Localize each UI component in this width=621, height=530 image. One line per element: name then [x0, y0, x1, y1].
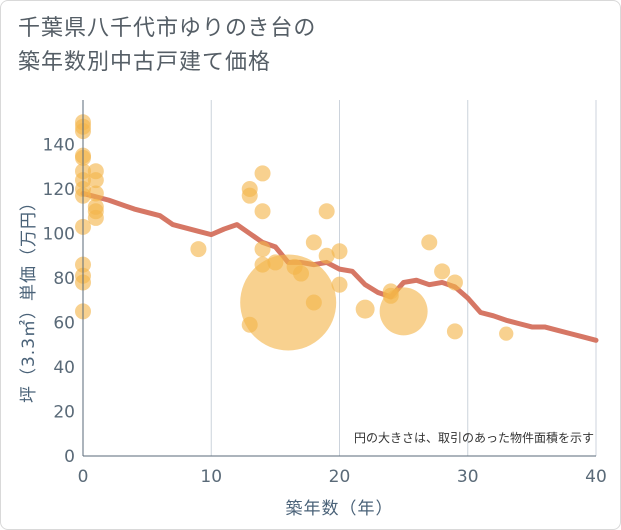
y-tick-label: 60: [53, 314, 75, 334]
x-tick-label: 0: [78, 467, 89, 487]
data-bubble: [446, 323, 463, 340]
data-bubble: [331, 243, 348, 260]
data-bubble: [190, 241, 207, 258]
y-tick-label: 80: [53, 269, 75, 289]
y-tick-label: 120: [43, 180, 75, 200]
data-bubble: [421, 234, 438, 251]
title-line-1: 千葉県八千代市ゆりのき台の: [18, 16, 317, 41]
y-tick-label: 20: [53, 403, 75, 423]
data-bubble: [254, 203, 271, 220]
data-bubble: [355, 299, 375, 319]
tick-labels: 0 20 40 60 80 100 120 140 0 10 20 30 40: [43, 136, 607, 488]
y-tick-label: 40: [53, 358, 75, 378]
data-bubble: [446, 274, 463, 291]
data-bubble: [87, 209, 104, 226]
trend-line-layer: [80, 190, 599, 343]
data-bubble: [318, 203, 335, 220]
chart-title: 千葉県八千代市ゆりのき台の 築年数別中古戸建て価格: [18, 12, 316, 80]
data-bubble: [499, 326, 514, 341]
data-bubble: [318, 247, 335, 264]
data-bubble: [379, 287, 428, 336]
y-tick-label: 140: [43, 136, 75, 156]
x-tick-label: 10: [200, 467, 222, 487]
data-bubble: [331, 276, 348, 293]
data-bubble: [240, 254, 337, 351]
data-bubble: [305, 234, 322, 251]
data-bubble: [434, 263, 451, 280]
x-tick-label: 30: [457, 467, 479, 487]
x-axis-label: 築年数（年）: [286, 499, 394, 519]
data-bubble: [293, 265, 310, 282]
y-tick-label: 0: [64, 447, 75, 467]
data-bubble: [87, 172, 104, 189]
bubble-layer: [75, 114, 514, 351]
data-bubble: [87, 185, 104, 202]
data-bubble: [305, 294, 322, 311]
axes: [82, 100, 596, 457]
data-bubble: [254, 165, 271, 182]
x-tick-label: 40: [585, 467, 607, 487]
y-tick-label: 100: [43, 225, 75, 245]
title-line-2: 築年数別中古戸建て価格: [18, 50, 272, 75]
y-axis-label: 坪（3.3㎡）単価（万円）: [19, 193, 39, 403]
data-bubble: [241, 187, 258, 204]
size-legend-note: 円の大きさは、取引のあった物件面積を示す: [354, 430, 594, 445]
data-bubble: [254, 241, 271, 258]
x-tick-label: 20: [329, 467, 351, 487]
trend-line: [80, 190, 599, 343]
